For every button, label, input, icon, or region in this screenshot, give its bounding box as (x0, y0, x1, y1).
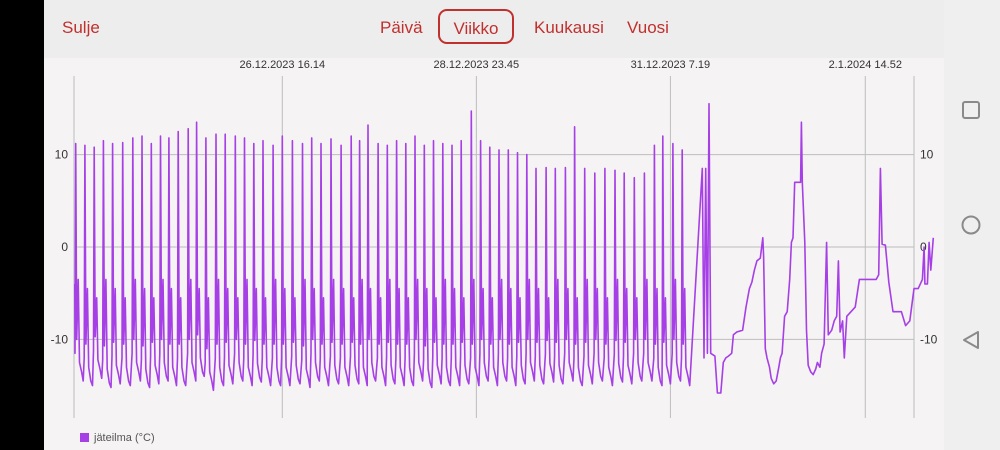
y-tick-label: 10 (920, 148, 934, 162)
y-tick-label: -10 (920, 332, 938, 346)
tab-year[interactable]: Vuosi (624, 9, 672, 47)
grid-lines (73, 76, 915, 418)
y-tick-label: -10 (51, 332, 69, 346)
x-tick-labels: 26.12.2023 16.14 28.12.2023 23.45 31.12.… (239, 59, 901, 71)
top-bar: Sulje Päivä Viikko Kuukausi Vuosi (44, 0, 944, 58)
legend-swatch (80, 433, 89, 442)
chart-area[interactable]: 26.12.2023 16.14 28.12.2023 23.45 31.12.… (44, 58, 944, 450)
back-button[interactable] (944, 320, 1000, 360)
x-tick-label: 28.12.2023 23.45 (434, 59, 520, 71)
recent-apps-button[interactable] (944, 90, 1000, 130)
x-tick-label: 26.12.2023 16.14 (239, 59, 325, 71)
y-tick-labels-left: 10 0 -10 (51, 148, 69, 347)
temperature-series-line (74, 102, 935, 394)
system-navigation-bar (944, 0, 1000, 450)
legend-label: jäteilma (°C) (94, 432, 155, 444)
home-circle-icon (961, 215, 981, 235)
tab-month[interactable]: Kuukausi (534, 9, 604, 47)
chart-legend: jäteilma (°C) (80, 432, 155, 446)
tab-day[interactable]: Päivä (380, 9, 423, 47)
tab-week[interactable]: Viikko (438, 9, 514, 44)
x-tick-label: 31.12.2023 7.19 (631, 59, 711, 71)
recent-apps-square-icon (962, 101, 980, 119)
close-button[interactable]: Sulje (62, 18, 100, 37)
period-tabs: Päivä Viikko Kuukausi Vuosi (44, 9, 944, 49)
app-screen: Sulje Päivä Viikko Kuukausi Vuosi 26.12.… (44, 0, 944, 450)
x-tick-label: 2.1.2024 14.52 (829, 59, 902, 71)
temperature-chart[interactable]: 26.12.2023 16.14 28.12.2023 23.45 31.12.… (44, 58, 944, 450)
back-triangle-icon (963, 331, 979, 349)
y-tick-label: 10 (55, 148, 69, 162)
home-button[interactable] (944, 205, 1000, 245)
y-tick-label: 0 (61, 240, 68, 254)
